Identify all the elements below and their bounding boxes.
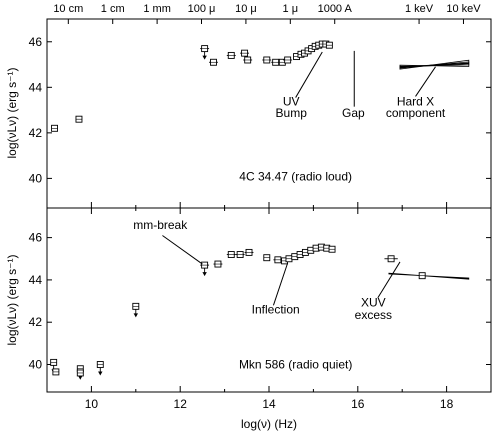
annotation-label: mm-break <box>133 218 188 232</box>
annotation-label: 4C 34.47 (radio loud) <box>239 170 352 184</box>
y-tick-label: 40 <box>29 358 43 372</box>
upper-limit-arrowhead <box>98 371 103 376</box>
annotation-label: excess <box>355 308 392 322</box>
y-tick-label: 42 <box>29 315 43 329</box>
y-tick-label: 42 <box>29 126 43 140</box>
top-axis-tick-label: 1 cm <box>101 3 125 15</box>
annotation-pointer <box>415 66 436 97</box>
annotation-label: Inflection <box>252 303 300 317</box>
upper-limit-arrowhead <box>78 375 83 380</box>
x-tick-label: 14 <box>262 397 276 411</box>
y-axis-label-upper: log(νLν) (erg s⁻¹) <box>5 67 19 158</box>
top-axis-tick-label: 1 mm <box>143 3 171 15</box>
top-axis-tick-label: 1 keV <box>405 3 434 15</box>
top-axis-tick-label: 1 μ <box>283 3 299 15</box>
x-tick-label: 10 <box>85 397 99 411</box>
annotation-label: Mkn 586 (radio quiet) <box>239 358 352 372</box>
x-tick-label: 18 <box>440 397 454 411</box>
upper-limit-arrowhead <box>202 55 207 60</box>
top-wavelength-axis: 10 cm 1 cm 1 mm 100 μ 10 μ 1 μ 1000 A 1 keV 10 k… <box>53 3 481 24</box>
y-axis-label-lower: log(νLν) (erg s⁻¹) <box>5 254 19 345</box>
y-tick-label: 46 <box>29 231 43 245</box>
annotation-label: XUV <box>361 295 386 309</box>
y-tick-label: 46 <box>29 35 43 49</box>
annotation-pointer <box>272 262 289 306</box>
y-tick-label: 44 <box>29 273 43 287</box>
xray-spectrum-line <box>399 62 469 68</box>
y-tick-label: 40 <box>29 171 43 185</box>
x-tick-label: 12 <box>174 397 188 411</box>
top-axis-tick-label: 100 μ <box>188 3 216 15</box>
top-axis-tick-label: 10 cm <box>53 3 83 15</box>
annotation-label: Gap <box>342 106 365 120</box>
annotation-label: component <box>386 106 446 120</box>
annotation-pointer <box>377 261 401 299</box>
y-tick-label: 44 <box>29 80 43 94</box>
top-axis-tick-label: 10 keV <box>446 3 481 15</box>
xray-spectrum-line <box>388 272 470 280</box>
annotation-label: UV <box>283 95 300 109</box>
x-tick-label: 16 <box>351 397 365 411</box>
x-axis-label: log(ν) (Hz) <box>241 417 297 431</box>
annotation-label: Bump <box>276 106 308 120</box>
x-axis: 10 12 14 16 18 <box>46 202 492 411</box>
upper-limit-arrowhead <box>202 272 207 277</box>
annotation-pointer <box>295 51 323 98</box>
upper-limit-arrowhead <box>133 313 138 318</box>
annotation-label: Hard X <box>397 95 434 109</box>
annotation-pointer <box>162 235 203 265</box>
top-axis-tick-label: 10 μ <box>235 3 257 15</box>
top-axis-tick-label: 1000 A <box>318 3 353 15</box>
